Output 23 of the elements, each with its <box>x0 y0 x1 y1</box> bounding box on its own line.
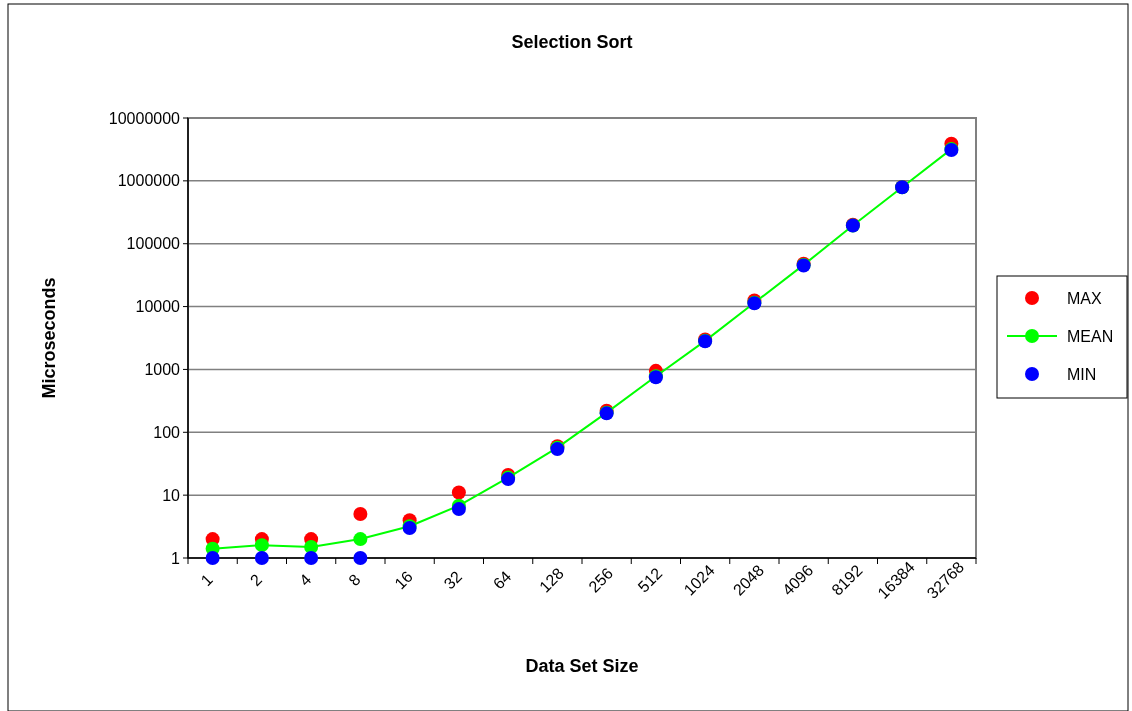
x-tick-label: 2 <box>246 570 266 590</box>
y-tick-label: 10 <box>162 486 181 504</box>
legend-label: MIN <box>1067 365 1097 383</box>
y-tick-label: 10000000 <box>108 109 181 127</box>
y-axis-title: Microseconds <box>39 277 59 399</box>
legend-label: MEAN <box>1067 327 1114 345</box>
x-tick-label: 512 <box>634 564 666 596</box>
legend-label: MAX <box>1067 289 1102 307</box>
x-tick-label: 1 <box>197 570 216 590</box>
chart-title: Selection Sort <box>511 32 633 52</box>
x-tick-label: 256 <box>585 564 617 596</box>
x-tick-label: 16 <box>391 567 417 593</box>
y-tick-label: 10000 <box>135 298 181 316</box>
y-tick-label: 1000 <box>144 361 181 379</box>
x-tick-label: 64 <box>489 567 515 593</box>
y-tick-label: 1000000 <box>117 172 181 190</box>
x-tick-label: 32 <box>440 567 466 593</box>
x-tick-label: 128 <box>535 564 567 596</box>
y-tick-label: 100000 <box>126 235 181 253</box>
y-tick-label: 100 <box>153 423 181 441</box>
x-axis-title: Data Set Size <box>525 656 639 676</box>
x-tick-label: 8 <box>345 570 364 590</box>
x-tick-label: 4 <box>296 570 315 590</box>
